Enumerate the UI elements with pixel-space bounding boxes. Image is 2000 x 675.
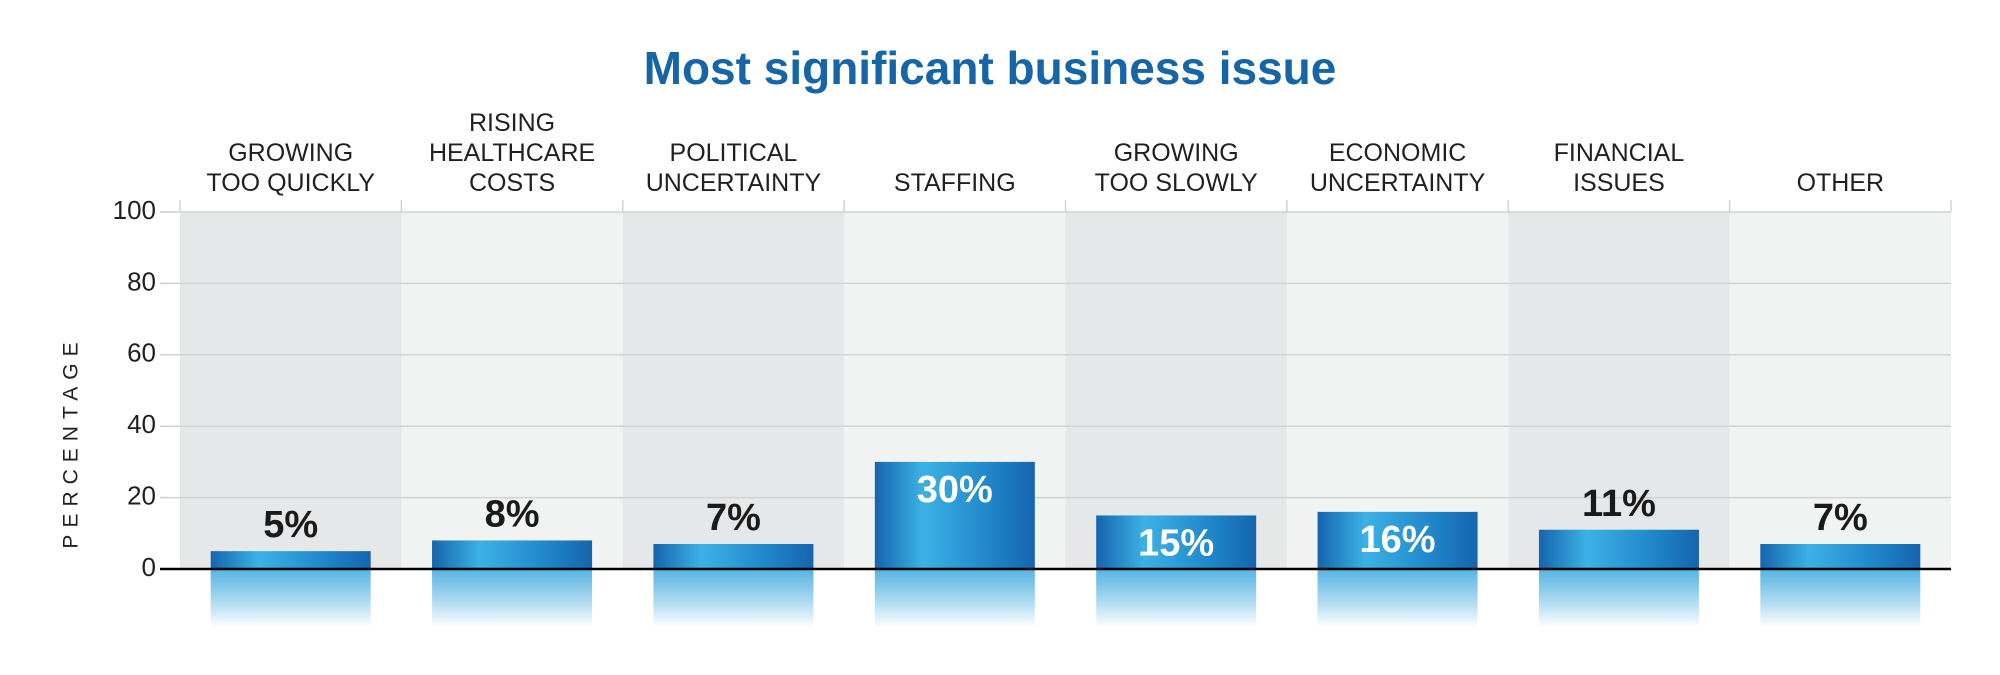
data-label: 8%: [485, 493, 540, 535]
column-band: [1286, 212, 1509, 569]
data-label: 5%: [263, 504, 318, 546]
y-tick-label: 80: [127, 266, 156, 296]
chart-title: Most significant business issue: [644, 42, 1337, 94]
bar: [1096, 515, 1257, 569]
bar-reflection: [1538, 569, 1699, 627]
column-band: [401, 212, 623, 569]
bar-reflection: [1096, 569, 1257, 627]
data-label: 16%: [1360, 519, 1436, 561]
x-tick-label: ECONOMIC UNCERTAINTY: [1309, 139, 1486, 197]
bar-reflection: [653, 569, 814, 627]
bar-reflection: [1317, 569, 1478, 627]
bar: [1538, 529, 1699, 569]
bar-reflection: [432, 569, 593, 627]
bar: [1317, 511, 1478, 569]
data-label: 30%: [917, 469, 993, 511]
x-tick-label: GROWING TOO QUICKLY: [206, 139, 375, 197]
y-tick-label: 20: [127, 480, 156, 510]
x-tick-label: STAFFING: [893, 169, 1016, 197]
column-band: [1729, 212, 1951, 569]
y-tick-label: 100: [113, 195, 156, 225]
y-tick-label: 40: [127, 409, 156, 439]
data-label: 15%: [1138, 522, 1214, 564]
bar-reflection: [1760, 569, 1921, 627]
x-tick-label: RISING HEALTHCARE COSTS: [428, 109, 596, 197]
x-tick-label: POLITICAL UNCERTAINTY: [645, 139, 822, 197]
column-band: [180, 212, 402, 569]
x-tick-label: GROWING TOO SLOWLY: [1094, 139, 1258, 197]
x-tick-label: OTHER: [1796, 169, 1885, 197]
data-label: 7%: [706, 497, 761, 539]
bar-reflection: [874, 569, 1035, 627]
bar: [874, 461, 1035, 569]
y-axis-label: PERCENTAGE: [60, 335, 83, 548]
y-tick-label: 60: [127, 338, 156, 368]
bar-reflection: [210, 569, 371, 627]
data-label: 11%: [1582, 483, 1656, 525]
bar: [432, 540, 593, 569]
bar: [1760, 544, 1921, 569]
bar: [210, 551, 371, 569]
column-band: [622, 212, 845, 569]
x-tick-label: FINANCIAL ISSUES: [1553, 139, 1685, 197]
column-band: [1508, 212, 1730, 569]
data-label: 7%: [1813, 497, 1868, 539]
bar: [653, 544, 814, 569]
column-band: [1065, 212, 1287, 569]
y-tick-label: 0: [142, 552, 156, 582]
